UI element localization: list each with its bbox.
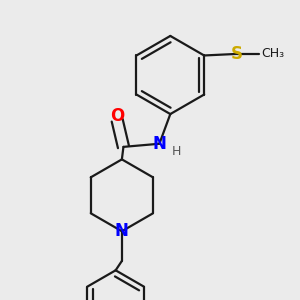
Text: H: H [172, 145, 181, 158]
Text: O: O [110, 106, 124, 124]
Text: CH₃: CH₃ [261, 47, 284, 60]
Text: N: N [152, 135, 166, 153]
Text: N: N [115, 222, 129, 240]
Text: S: S [231, 45, 243, 63]
